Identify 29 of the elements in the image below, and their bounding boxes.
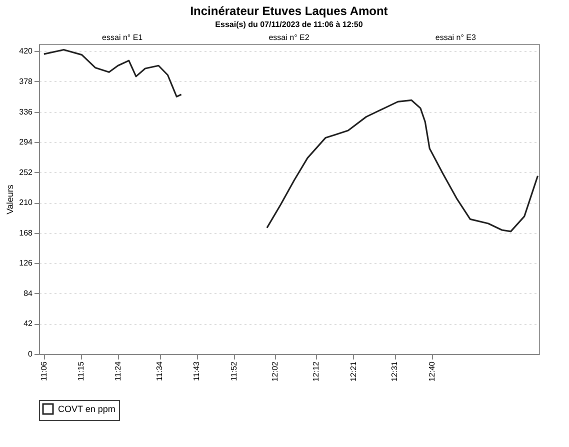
x-tick-label: 12:21 (348, 360, 358, 382)
x-tick-label: 11:52 (229, 360, 238, 381)
y-tick-label: 420 (19, 46, 34, 56)
x-tick-label: 11:24 (114, 360, 123, 381)
text: essai n° E1 (102, 33, 144, 42)
y-tick-label: 378 (19, 76, 34, 86)
chart-title: Incinérateur Etuves Laques Amont (190, 4, 388, 18)
y-tick-label: 294 (19, 138, 34, 147)
x-tick-label: 12:40 (427, 360, 436, 382)
y-tick-label: 0 (28, 350, 34, 358)
y-tick-label: 168 (19, 228, 34, 238)
x-tick-label: 11:34 (155, 360, 164, 381)
y-tick-label: 210 (19, 198, 34, 208)
x-tick-label: 11:15 (76, 360, 86, 381)
y-tick-label: 84 (24, 288, 34, 298)
y-tick-label: 252 (19, 168, 34, 177)
text: essai n° E2 (268, 33, 310, 42)
y-tick-label: 126 (19, 258, 34, 268)
x-tick-label: 11:06 (39, 360, 48, 381)
chart-subtitle: Essai(s) du 07/11/2023 de 11:06 à 12:50 (215, 20, 364, 29)
legend-label: COVT en ppm (58, 404, 116, 414)
x-tick-label: 12:31 (390, 360, 400, 382)
y-axis-title: Valeurs (5, 184, 16, 214)
y-tick-label: 42 (24, 319, 34, 328)
y-tick-label: 336 (19, 107, 34, 116)
x-tick-label: 11:43 (192, 360, 202, 381)
x-tick-label: 12:12 (312, 360, 321, 382)
x-tick-label: 12:02 (270, 360, 280, 382)
text: essai n° E3 (435, 33, 476, 42)
